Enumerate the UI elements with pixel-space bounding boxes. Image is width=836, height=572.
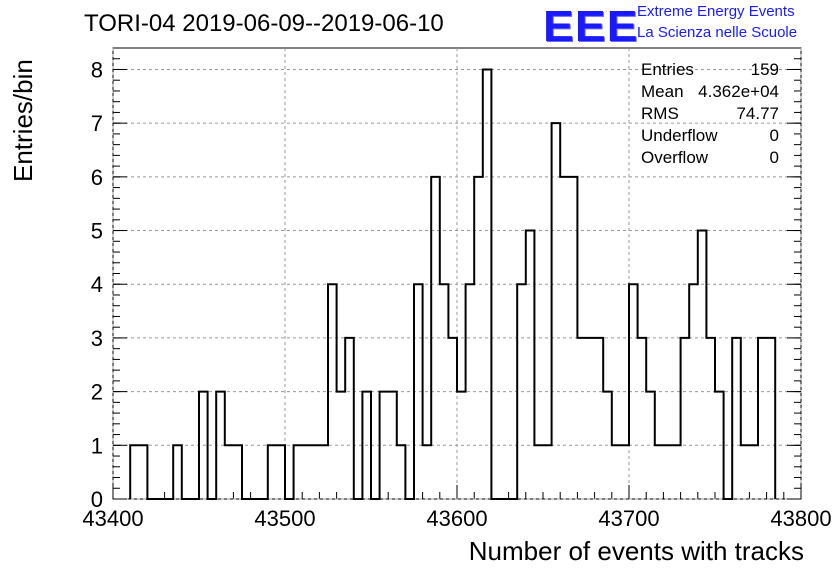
stats-value: 159 [751, 60, 779, 79]
x-axis-label: Number of events with tracks [468, 536, 804, 566]
stats-label: Underflow [641, 126, 718, 145]
y-tick-label: 2 [91, 380, 103, 405]
y-tick-label: 7 [91, 111, 103, 136]
stats-label: Mean [641, 82, 684, 101]
y-tick-label: 3 [91, 326, 103, 351]
stats-label: Overflow [641, 148, 709, 167]
stats-value: 74.77 [736, 104, 779, 123]
stats-label: RMS [641, 104, 679, 123]
chart-title: TORI-04 2019-06-09--2019-06-10 [84, 10, 444, 37]
x-tick-label: 43800 [770, 506, 831, 531]
y-tick-label: 8 [91, 57, 103, 82]
stats-value: 4.362e+04 [698, 82, 779, 101]
stats-value: 0 [770, 126, 779, 145]
x-tick-label: 43700 [598, 506, 659, 531]
eee-logo: EEE [543, 2, 639, 51]
stats-value: 0 [770, 148, 779, 167]
y-tick-label: 6 [91, 165, 103, 190]
histogram-series [129, 68, 777, 500]
x-tick-label: 43600 [426, 506, 487, 531]
x-tick-label: 43400 [82, 506, 143, 531]
y-tick-label: 1 [91, 433, 103, 458]
x-tick-label: 43500 [254, 506, 315, 531]
stats-label: Entries [641, 60, 694, 79]
y-tick-label: 4 [91, 272, 103, 297]
logo-caption-line1: Extreme Energy Events [637, 3, 795, 20]
y-tick-label: 0 [91, 487, 103, 512]
logo-caption-line2: La Scienza nelle Scuole [637, 24, 798, 41]
y-tick-label: 5 [91, 219, 103, 244]
